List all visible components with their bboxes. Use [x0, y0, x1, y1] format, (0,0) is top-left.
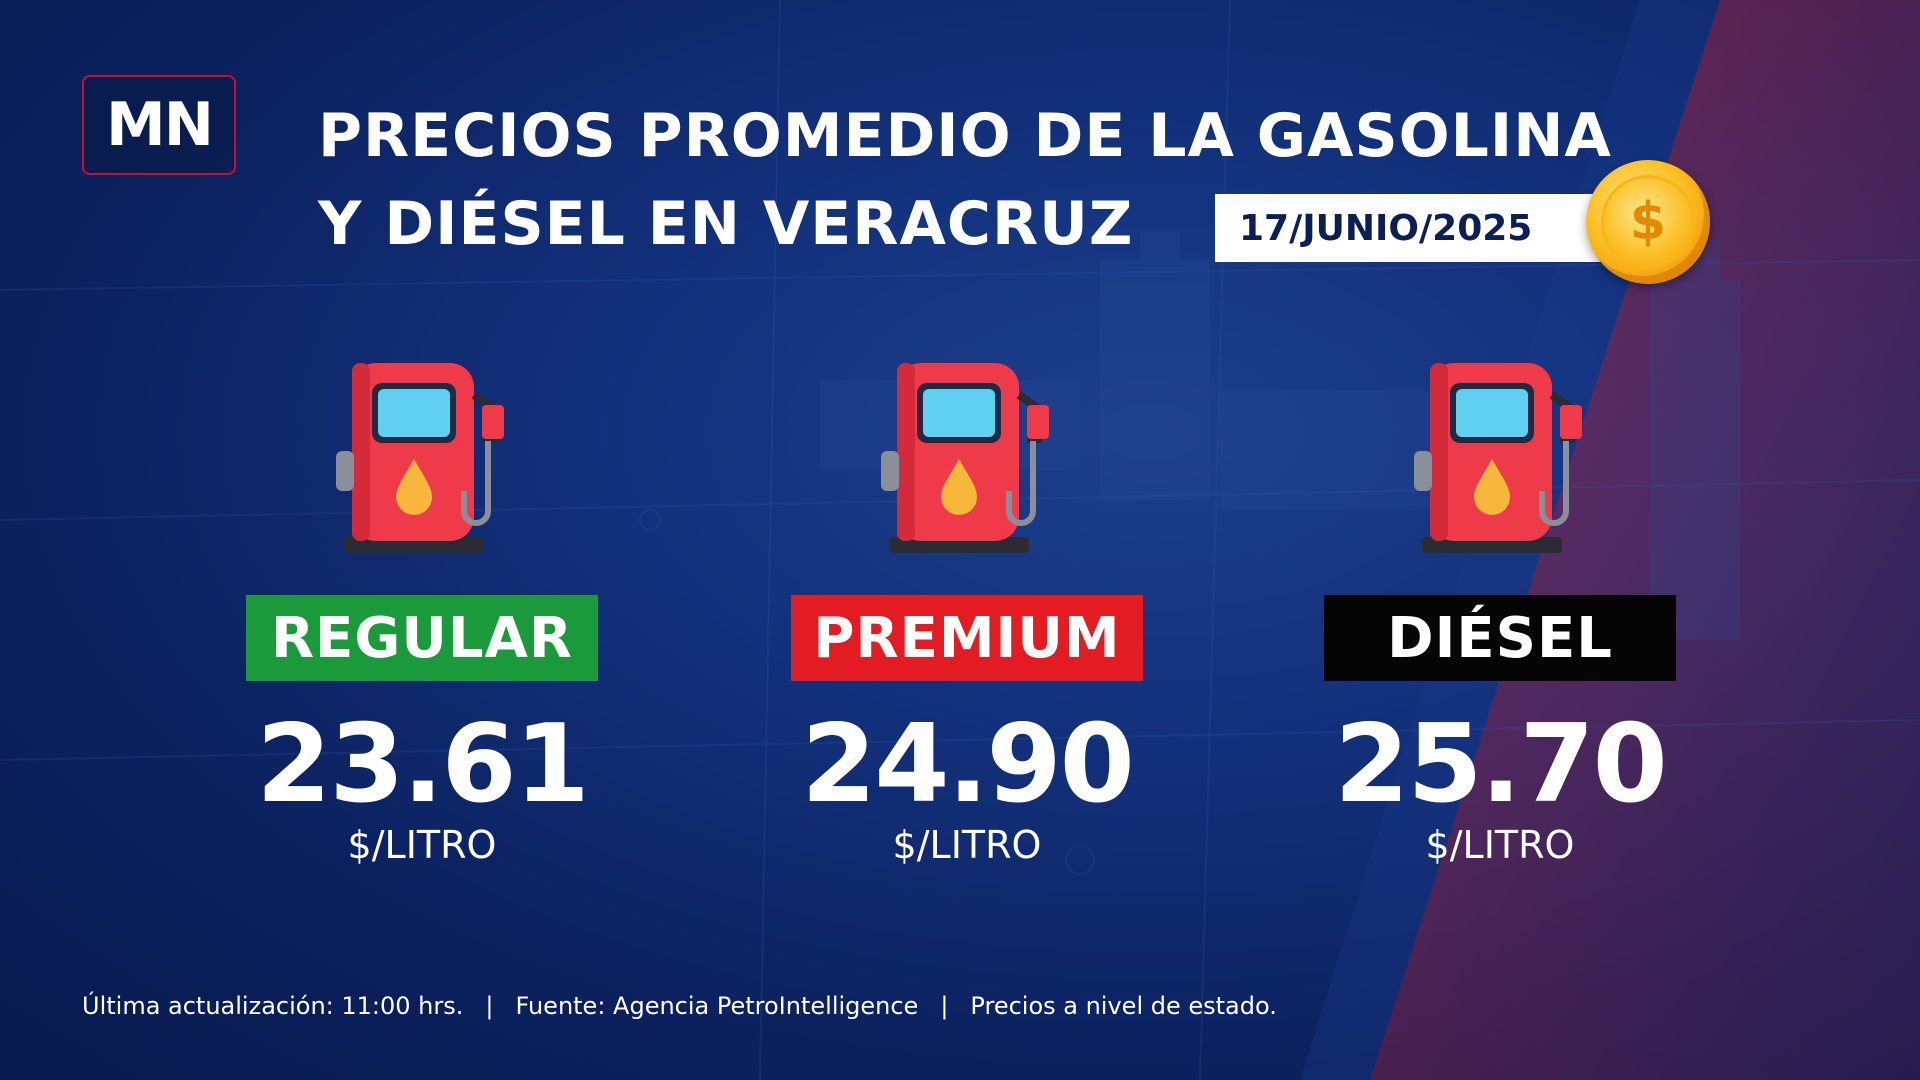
title-line-1: PRECIOS PROMEDIO DE LA GASOLINA [318, 101, 1612, 171]
brand-logo: MN [82, 75, 236, 175]
footer-separator: | [940, 992, 949, 1020]
fuel-unit-premium: $/LITRO [892, 823, 1042, 867]
fuel-price-regular: 23.61 [256, 702, 590, 827]
footer-separator: | [485, 992, 494, 1020]
coin-symbol: $ [1629, 192, 1667, 252]
date-text: 17/JUNIO/2025 [1239, 207, 1533, 249]
brand-logo-text: MN [106, 90, 214, 160]
coin-icon: $ [1586, 160, 1710, 284]
fuel-unit-diesel: $/LITRO [1425, 823, 1575, 867]
title-line-2: Y DIÉSEL EN VERACRUZ [318, 189, 1134, 259]
date-badge: 17/JUNIO/2025 [1215, 194, 1615, 262]
fuel-pump-icon [1414, 363, 1582, 553]
fuel-pump-icon [881, 363, 1049, 553]
footer-notes: Última actualización: 11:00 hrs. | Fuente:… [82, 992, 1277, 1020]
fuel-price-premium: 24.90 [801, 702, 1135, 827]
fuel-label-regular: REGULAR [246, 595, 598, 681]
page-title: PRECIOS PROMEDIO DE LA GASOLINA Y DIÉSEL… [318, 92, 1612, 268]
fuel-card-regular: REGULAR 23.61 $/LITRO [242, 355, 602, 867]
fuel-label-diesel: DIÉSEL [1324, 595, 1676, 681]
fuel-card-diesel: DIÉSEL 25.70 $/LITRO [1320, 355, 1680, 867]
coin-face: $ [1601, 175, 1695, 269]
fuel-label-premium: PREMIUM [791, 595, 1143, 681]
footer-source: Fuente: Agencia PetroIntelligence [515, 992, 919, 1020]
fuel-unit-regular: $/LITRO [347, 823, 497, 867]
fuel-card-premium: PREMIUM 24.90 $/LITRO [787, 355, 1147, 867]
fuel-price-diesel: 25.70 [1334, 702, 1668, 827]
fuel-pump-icon [336, 363, 504, 553]
footer-note: Precios a nivel de estado. [970, 992, 1277, 1020]
footer-updated: Última actualización: 11:00 hrs. [82, 992, 464, 1020]
